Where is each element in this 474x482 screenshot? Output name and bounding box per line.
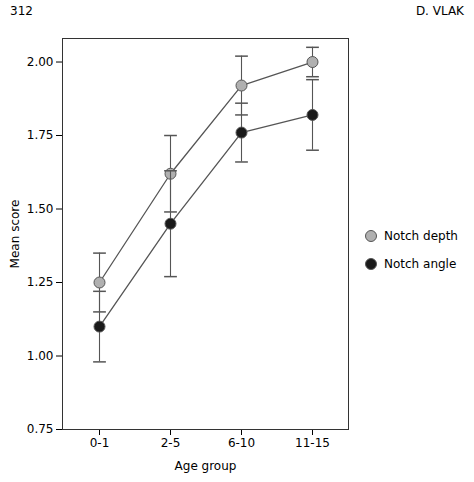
svg-text:2.00: 2.00 [27, 55, 54, 69]
html-text:Notch angle: Notch angle [384, 256, 457, 271]
svg-text:11-15: 11-15 [295, 436, 330, 450]
html-text:Notch depth: Notch depth [384, 228, 458, 243]
svg-text:0-1: 0-1 [90, 436, 110, 450]
svg-text:Age group: Age group [175, 459, 237, 473]
svg-text:1.00: 1.00 [27, 349, 54, 363]
svg-text:Mean score: Mean score [8, 200, 22, 269]
svg-text:2-5: 2-5 [161, 436, 181, 450]
html-text:312: 312 [10, 4, 33, 18]
svg-text:6-10: 6-10 [228, 436, 255, 450]
html-text:D. VLAK: D. VLAK [415, 4, 464, 18]
svg-text:0.75: 0.75 [27, 422, 54, 436]
svg-text:1.75: 1.75 [27, 128, 54, 142]
svg-text:1.50: 1.50 [27, 202, 54, 216]
svg-text:1.25: 1.25 [27, 275, 54, 289]
